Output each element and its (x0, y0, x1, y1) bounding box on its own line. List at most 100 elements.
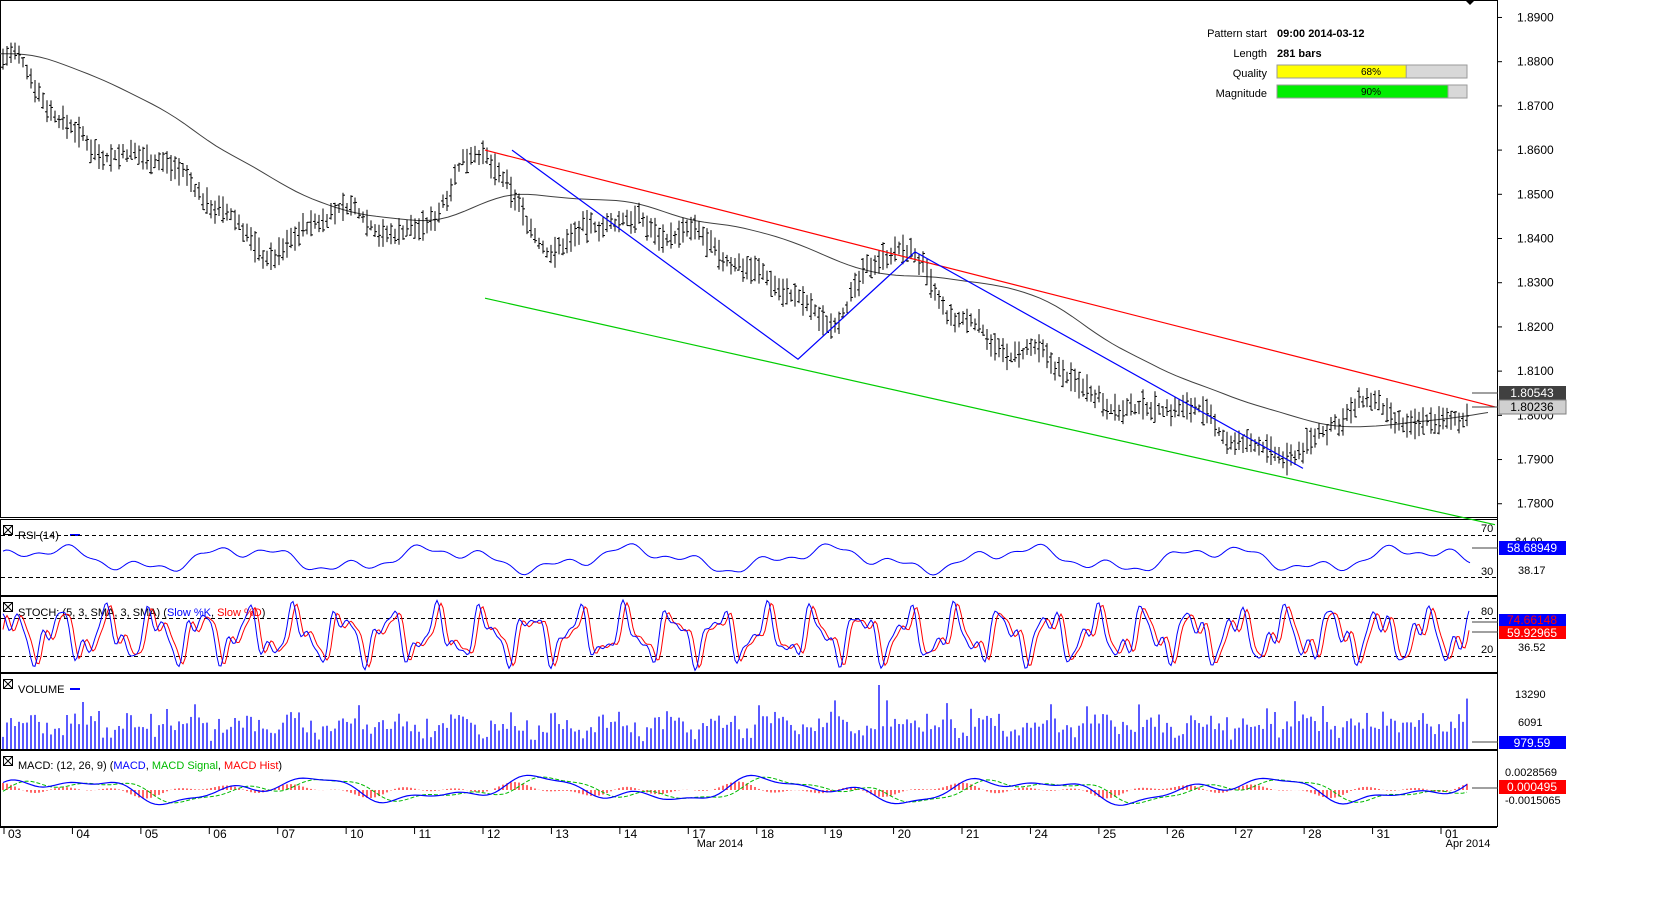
date-tick-label: 18 (761, 827, 775, 841)
quality-label: Quality (1233, 68, 1268, 80)
stoch-d-box (1499, 626, 1566, 639)
pattern-start-label: Pattern start (1207, 28, 1267, 40)
date-tick-label: 26 (1171, 827, 1185, 841)
price-tick-label: 1.8900 (1517, 10, 1554, 24)
resistance-trendline (484, 149, 1496, 408)
volume-value-box (1499, 736, 1566, 749)
price-tick-label: 1.8200 (1517, 320, 1554, 334)
stoch-d-value: 59.92965 (1507, 626, 1557, 640)
stoch-lines (2, 598, 1470, 672)
moving-average-line (0, 53, 1489, 428)
corner-marker-icon (1465, 0, 1475, 5)
macd-hist-label: MACD Hist (224, 760, 278, 772)
macd-lines (2, 774, 1468, 806)
date-axis: Mar 2014 Apr 2014 03 04 05 06 07 10 11 12 13 14 17… (3, 827, 1491, 850)
stoch-level-20-label: 20 (1481, 644, 1493, 656)
date-tick-label: 17 (692, 827, 706, 841)
rsi-panel: RSI (14) 70 30 84.09 58.68949 38.17 (1, 523, 1566, 578)
stoch-tick-mid: 36.52 (1518, 642, 1546, 654)
volume-close-icon-cross (3, 679, 13, 689)
macd-value-box (1499, 780, 1566, 794)
price-tick-label: 1.8100 (1517, 364, 1554, 378)
date-tick-label: 04 (76, 827, 90, 841)
date-tick-label: 27 (1240, 827, 1254, 841)
rsi-tick-mid: 38.17 (1518, 565, 1546, 577)
macd-title: MACD: (12, 26, 9) (MACD, MACD Signal, MA… (18, 760, 282, 772)
date-tick-label: 07 (282, 827, 296, 841)
stoch-level-80-label: 80 (1481, 606, 1493, 618)
macd-panel: MACD: (12, 26, 9) (MACD, MACD Signal, MA… (2, 756, 1566, 807)
date-tick-label: 01 (1445, 827, 1459, 841)
volume-panel-frame (0, 673, 1498, 750)
panel-frames (0, 0, 1498, 828)
price-bars (1, 42, 1469, 476)
month-label-mar: Mar 2014 (697, 838, 743, 850)
stoch-title-prefix: STOCH: (5, 3, SMA, 3, SMA) ( (18, 607, 167, 619)
stoch-d-series (2, 601, 1470, 669)
date-tick-label: 13 (555, 827, 569, 841)
macd-hidden-value: 0.000412 (1530, 789, 1535, 791)
date-tick-label: 06 (213, 827, 227, 841)
price-tick-label: 1.8600 (1517, 143, 1554, 157)
date-tick-label: 21 (966, 827, 980, 841)
month-label-apr: Apr 2014 (1446, 838, 1491, 850)
last-price-box (1498, 399, 1567, 415)
rsi-panel-frame (0, 519, 1498, 596)
rsi-value: 58.68949 (1507, 541, 1557, 555)
volume-tick-mid: 6091 (1518, 717, 1542, 729)
date-tick-label: 28 (1308, 827, 1322, 841)
price-tick-label: 1.7900 (1517, 453, 1554, 467)
date-tick-label: 14 (624, 827, 638, 841)
stoch-title-sep: , (211, 607, 217, 619)
volume-title: VOLUME (18, 684, 64, 696)
rsi-close-icon-cross (3, 525, 13, 535)
date-tick-label: 31 (1377, 827, 1391, 841)
magnitude-value: 90% (1361, 87, 1381, 98)
support-trendline (484, 297, 1496, 526)
macd-signal-label: MACD Signal (152, 760, 218, 772)
rsi-series (2, 543, 1471, 576)
date-tick-label: 03 (8, 827, 22, 841)
price-panel-frame (0, 0, 1498, 518)
price-tags: 1.80543 1.80236 (1472, 386, 1567, 415)
date-tick-label: 20 (898, 827, 912, 841)
volume-value: 979.59 (1514, 736, 1551, 750)
stoch-title: STOCH: (5, 3, SMA, 3, SMA) (Slow %K, Slo… (18, 607, 265, 619)
pattern-zigzag (511, 149, 1304, 469)
price-tick-label: 1.8800 (1517, 55, 1554, 69)
macd-title-sep1: , (146, 760, 152, 772)
date-tick-label: 10 (350, 827, 364, 841)
stoch-k-value: 74.66148 (1507, 613, 1557, 627)
magnitude-bar-fill (1276, 84, 1449, 99)
ma-price-value: 1.80543 (1510, 386, 1554, 400)
last-price-value: 1.80236 (1510, 400, 1554, 414)
length-label: Length (1233, 48, 1267, 60)
stoch-close-icon-cross (3, 602, 13, 612)
macd-line-label: MACD (113, 760, 145, 772)
rsi-level-30-label: 30 (1481, 566, 1493, 578)
pattern-info-box: Pattern start 09:00 2014-03-12 Length 28… (1207, 28, 1468, 100)
rsi-value-box (1499, 541, 1566, 555)
macd-title-prefix: MACD: (12, 26, 9) ( (18, 760, 114, 772)
volume-tick-high: 13290 (1515, 689, 1546, 701)
stoch-k-box (1499, 614, 1566, 626)
quality-bar-fill (1276, 64, 1407, 79)
macd-title-sep2: , (218, 760, 224, 772)
price-tick-label: 1.8300 (1517, 276, 1554, 290)
ma-price-box (1499, 386, 1566, 400)
price-tick-label: 1.8700 (1517, 99, 1554, 113)
price-axis: 1.8900 1.8800 1.8700 1.8600 1.8500 1.8400 1.83… (1497, 10, 1554, 511)
macd-close-icon-cross (3, 756, 13, 766)
moving-average (0, 53, 1489, 428)
date-tick-label: 25 (1103, 827, 1117, 841)
rsi-level-70-label: 70 (1481, 523, 1493, 535)
date-tick-label: 05 (145, 827, 159, 841)
date-tick-label: 11 (419, 827, 432, 841)
pattern-start-value: 09:00 2014-03-12 (1277, 28, 1364, 40)
stoch-k-label: Slow %K (167, 607, 212, 619)
macd-series (2, 774, 1468, 806)
pattern-lines (484, 149, 1496, 526)
stoch-k-series (2, 598, 1470, 672)
quality-value: 68% (1361, 67, 1381, 78)
volume-panel: VOLUME 13290 6091 979.59 (2, 679, 1566, 750)
